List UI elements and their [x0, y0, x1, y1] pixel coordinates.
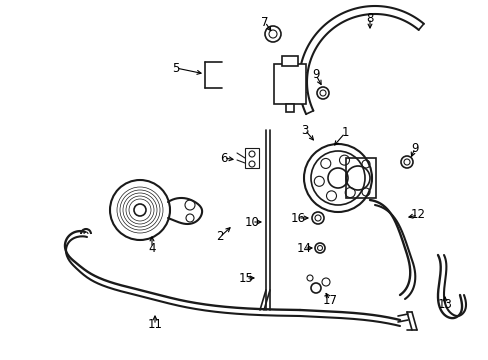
Bar — [285, 104, 293, 112]
Text: 3: 3 — [301, 123, 308, 136]
Text: 2: 2 — [216, 230, 224, 243]
Text: 14: 14 — [296, 242, 311, 255]
Text: 9: 9 — [312, 68, 319, 81]
Text: 4: 4 — [148, 242, 156, 255]
Bar — [244, 148, 259, 168]
Text: 15: 15 — [238, 271, 253, 284]
Text: 10: 10 — [244, 216, 259, 229]
Text: 5: 5 — [172, 62, 179, 75]
Bar — [346, 158, 375, 198]
Text: 7: 7 — [261, 15, 268, 28]
Text: 8: 8 — [366, 12, 373, 24]
Text: 13: 13 — [437, 298, 451, 311]
Text: 6: 6 — [220, 152, 227, 165]
Text: 17: 17 — [322, 293, 337, 306]
Text: 12: 12 — [409, 208, 425, 221]
Bar — [282, 56, 297, 66]
Bar — [273, 64, 305, 104]
Text: 11: 11 — [147, 319, 162, 332]
Text: 16: 16 — [290, 211, 305, 225]
Text: 9: 9 — [410, 141, 418, 154]
Text: 1: 1 — [341, 126, 348, 139]
